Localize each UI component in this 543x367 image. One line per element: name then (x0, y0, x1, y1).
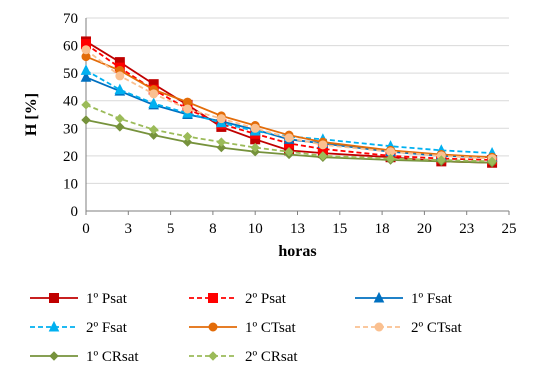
x-tick-label: 23 (459, 221, 474, 237)
legend-label: 1º Fsat (411, 291, 453, 307)
data-point (80, 64, 92, 75)
data-point (148, 124, 159, 135)
legend-marker (373, 291, 385, 303)
legend-marker (49, 351, 59, 361)
series-8 (81, 100, 497, 167)
data-point (284, 147, 294, 157)
legend-marker (48, 320, 60, 332)
legend-item: 2º CRsat (189, 349, 298, 365)
data-point (385, 153, 396, 164)
y-tick-label: 30 (63, 121, 78, 137)
series-6 (81, 45, 497, 164)
legend-item: 1º Fsat (355, 291, 453, 307)
data-point (115, 71, 125, 81)
x-tick-label: 0 (82, 221, 90, 237)
legend-item: 1º CTsat (189, 320, 297, 336)
x-axis-title: horas (278, 243, 316, 260)
data-point (148, 97, 159, 108)
y-tick-label: 60 (63, 39, 78, 55)
data-point (115, 122, 125, 132)
y-tick-label: 40 (63, 94, 78, 110)
legend-label: 1º CTsat (245, 320, 297, 336)
legend-marker (49, 293, 59, 303)
x-tick-label: 18 (375, 221, 390, 237)
data-point (216, 142, 227, 153)
data-point (250, 142, 260, 153)
y-tick-label: 10 (63, 176, 78, 192)
legend-label: 2º Psat (245, 291, 287, 307)
x-tick-label: 3 (125, 221, 133, 237)
data-point (80, 71, 92, 82)
data-point (148, 130, 159, 140)
legend-marker (208, 293, 218, 303)
x-tick-label: 25 (502, 221, 517, 237)
legend-label: 2º CRsat (245, 349, 298, 365)
data-point (216, 114, 226, 124)
legend-label: 2º CTsat (411, 320, 463, 336)
data-point (216, 137, 227, 147)
y-tick-label: 20 (63, 149, 78, 165)
data-point (115, 113, 125, 124)
data-point (487, 156, 497, 167)
data-point (318, 140, 328, 150)
x-tick-label: 20 (417, 221, 432, 237)
y-axis-title: H [%] (23, 93, 40, 136)
x-tick-label: 8 (209, 221, 217, 237)
legend-item: 2º Psat (189, 291, 287, 307)
x-tick-label: 13 (290, 221, 305, 237)
legend: 1º Psat 2º Psat 1º Fsat 2º Fsat 1º CTsat 2º C… (30, 291, 463, 365)
data-point (250, 123, 260, 133)
data-point (318, 151, 328, 161)
data-point (182, 137, 193, 147)
axes (85, 18, 510, 215)
data-point (81, 45, 91, 55)
legend-label: 2º Fsat (86, 320, 128, 336)
data-point (81, 115, 91, 125)
x-tick-labels: 0 3 5 8 10 13 15 18 20 23 25 (82, 221, 516, 237)
data-point (183, 104, 193, 114)
data-point (436, 155, 447, 165)
y-tick-label: 70 (63, 11, 78, 27)
legend-label: 1º Psat (86, 291, 128, 307)
y-tick-label: 0 (71, 204, 79, 220)
legend-marker (208, 322, 218, 332)
series-2 (81, 39, 498, 165)
legend-item: 2º CTsat (355, 320, 463, 336)
x-tick-label: 15 (332, 221, 347, 237)
legend-item: 2º Fsat (30, 320, 128, 336)
legend-item: 1º Psat (30, 291, 128, 307)
data-point (149, 89, 159, 99)
y-tick-labels: 0 10 20 30 40 50 60 70 (63, 11, 78, 220)
y-tick-label: 50 (63, 66, 78, 82)
data-point (81, 100, 91, 110)
series-line (85, 104, 493, 163)
series-group (80, 36, 498, 168)
legend-item: 1º CRsat (30, 349, 139, 365)
legend-label: 1º CRsat (86, 349, 139, 365)
x-tick-label: 5 (167, 221, 175, 237)
legend-marker (208, 351, 218, 361)
data-point (114, 83, 126, 95)
x-tick-label: 10 (248, 221, 263, 237)
legend-marker (374, 322, 384, 332)
data-point (182, 131, 193, 142)
data-point (284, 133, 294, 143)
